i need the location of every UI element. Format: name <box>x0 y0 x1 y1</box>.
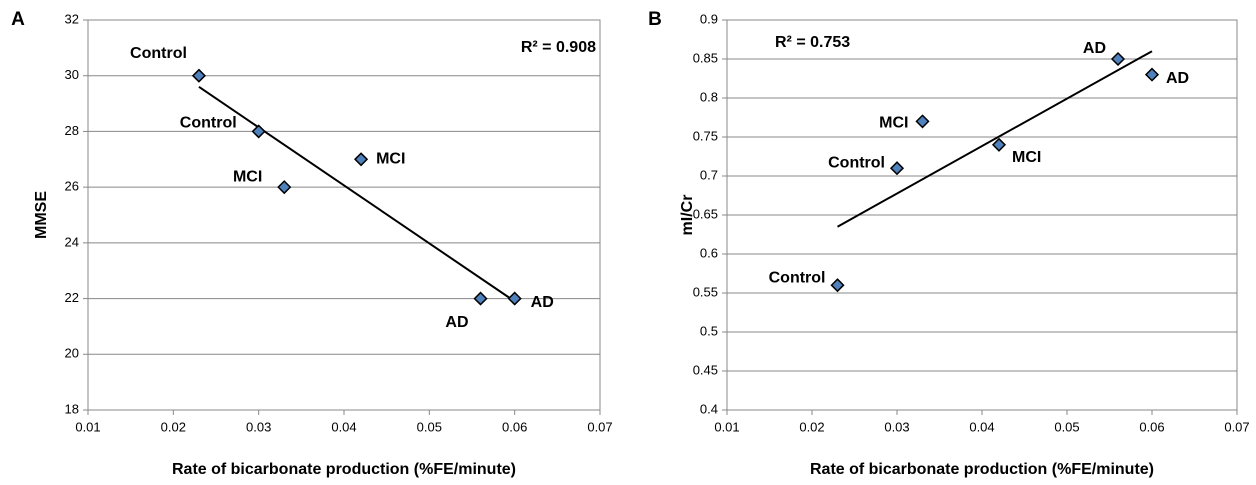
y-tick-label: 28 <box>65 123 79 138</box>
point <box>1110 51 1126 67</box>
x-axis-title: Rate of bicarbonate production (%FE/minu… <box>172 461 516 478</box>
point-label: MCI <box>879 115 908 132</box>
x-tick-label: 0.01 <box>75 419 100 434</box>
y-tick-label: 0.85 <box>693 50 718 65</box>
x-axis-title: Rate of bicarbonate production (%FE/minu… <box>810 461 1154 478</box>
trendline <box>837 50 1153 228</box>
y-tick-label: 0.75 <box>693 128 718 143</box>
point <box>1144 67 1160 82</box>
annotation: R² = 0.753 <box>775 34 850 51</box>
point <box>507 291 522 306</box>
x-tick-label: 0.07 <box>1224 419 1249 434</box>
x-tick-label: 0.06 <box>1139 419 1164 434</box>
y-tick-label: 0.8 <box>700 89 718 104</box>
point <box>889 161 905 176</box>
point <box>915 114 930 129</box>
y-tick-label: 24 <box>65 234 79 249</box>
x-tick-label: 0.02 <box>799 419 824 434</box>
point <box>251 124 266 139</box>
x-tick-label: 0.03 <box>884 419 909 434</box>
panel-label: B <box>648 9 662 30</box>
annotation: R² = 0.908 <box>521 39 596 56</box>
point <box>991 137 1007 152</box>
y-tick-label: 0.4 <box>700 401 718 416</box>
x-tick-label: 0.07 <box>587 419 612 434</box>
point <box>277 180 292 195</box>
point-label: Control <box>769 269 826 286</box>
point-label: AD <box>1083 40 1106 57</box>
x-tick-label: 0.05 <box>417 419 442 434</box>
y-tick-label: 32 <box>65 11 79 26</box>
point-label: AD <box>1166 70 1189 87</box>
point-label: Control <box>180 115 237 132</box>
x-tick-label: 0.03 <box>246 419 271 434</box>
point <box>191 68 206 83</box>
y-tick-label: 20 <box>65 346 79 361</box>
point <box>830 278 845 293</box>
point <box>473 291 488 306</box>
y-tick-label: 0.55 <box>693 284 718 299</box>
x-tick-label: 0.02 <box>161 419 186 434</box>
point-label: MCI <box>233 168 262 185</box>
y-tick-label: 30 <box>65 67 79 82</box>
y-axis-title: MMSE <box>33 191 50 239</box>
x-tick-label: 0.04 <box>969 419 994 434</box>
point-label: Control <box>130 45 187 62</box>
y-tick-label: 22 <box>65 290 79 305</box>
y-tick-label: 0.65 <box>693 206 718 221</box>
y-tick-label: 0.7 <box>700 167 718 182</box>
point-label: Control <box>828 154 885 171</box>
y-tick-label: 0.45 <box>693 362 718 377</box>
y-tick-label: 0.5 <box>700 323 718 338</box>
trendline <box>198 86 516 303</box>
point-label: AD <box>445 314 468 331</box>
x-tick-label: 0.01 <box>714 419 739 434</box>
plot-area <box>87 19 601 411</box>
y-tick-label: 26 <box>65 179 79 194</box>
point <box>354 152 369 167</box>
x-tick-label: 0.06 <box>502 419 527 434</box>
y-tick-label: 0.9 <box>700 11 718 26</box>
y-tick-label: 0.6 <box>700 245 718 260</box>
x-tick-label: 0.04 <box>331 419 356 434</box>
y-axis-title: mI/Cr <box>679 195 696 236</box>
x-tick-label: 0.05 <box>1054 419 1079 434</box>
point-label: MCI <box>376 151 405 168</box>
panel-label: A <box>11 9 25 30</box>
point-label: MCI <box>1012 149 1041 166</box>
y-tick-label: 18 <box>65 401 79 416</box>
point-label: AD <box>531 294 554 311</box>
